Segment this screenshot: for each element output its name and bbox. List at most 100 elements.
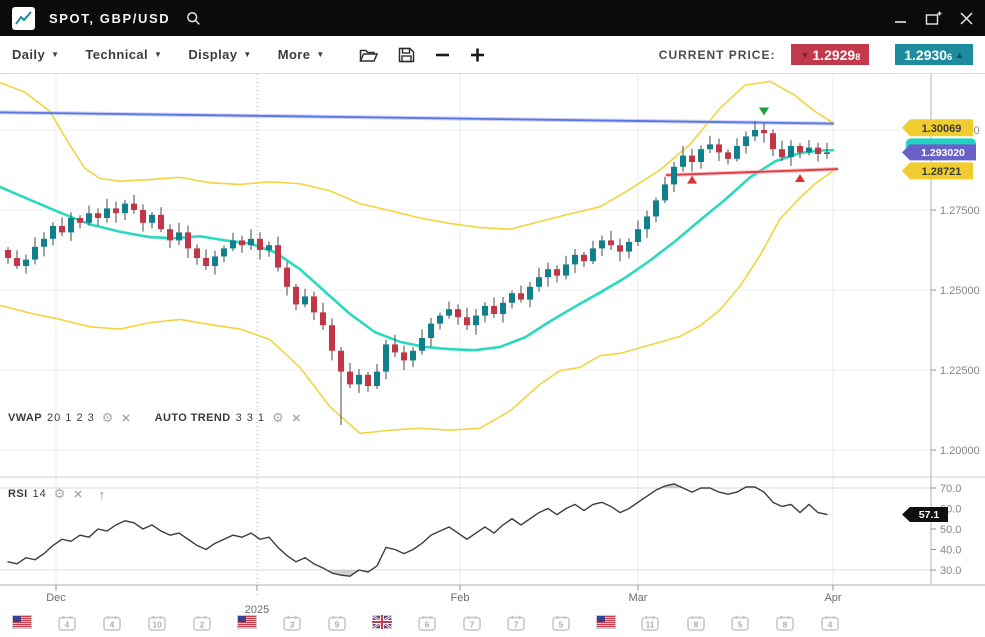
candle-body [752,130,758,137]
calendar-event-icon[interactable]: 4 [57,615,77,636]
chevron-down-icon: ▼ [316,50,325,59]
candle-body [572,254,578,265]
candle-body [545,269,551,278]
rsi-value-tag [902,506,948,522]
menu-timeframe[interactable]: Daily ▼ [12,47,60,62]
save-icon[interactable] [398,47,415,63]
candle-body [473,315,479,326]
candle-body [770,133,776,150]
calendar-event-icon[interactable]: 8 [686,615,706,636]
candle-body [500,302,506,314]
uk-flag-icon[interactable] [372,614,392,634]
sell-signal-marker [759,107,769,116]
calendar-event-icon[interactable]: 6 [417,615,437,636]
axis-tick-label: 1.25000 [940,285,980,297]
candle-body [185,232,191,249]
arrow-up-icon: ▲ [955,49,964,60]
economic-events-row: 4 4 10 2 3 9 6 7 7 5 11 8 5 8 4 [0,614,985,636]
axis-tick-label: 30.0 [940,565,961,577]
gear-icon[interactable]: ⚙ [101,410,114,425]
candle-body [788,146,794,158]
candle-body [176,232,182,241]
candle-body [401,352,407,361]
menu-technical[interactable]: Technical ▼ [85,47,163,62]
calendar-event-icon[interactable]: 7 [506,615,526,636]
popout-window-button[interactable] [925,11,942,26]
calendar-event-icon[interactable]: 4 [102,615,122,636]
close-button[interactable] [960,11,973,25]
window-title: SPOT, GBP/USD [49,10,171,26]
menu-more[interactable]: More ▼ [277,47,325,62]
candle-body [419,338,425,351]
svg-text:2: 2 [200,619,205,629]
remove-indicator-icon[interactable]: ✕ [121,412,131,425]
rsi-line [7,483,828,577]
remove-indicator-icon[interactable]: ✕ [291,412,301,425]
bollinger-upper-band-line [0,80,834,230]
upper-trend-price-tag [902,119,973,137]
us-flag-icon[interactable] [596,615,616,634]
axis-tick-label: 1.27500 [940,205,980,217]
candle-body [356,374,362,385]
ask-price-subdigit: 6 [947,52,953,62]
zoom-out-icon[interactable] [435,48,450,62]
candle-body [518,293,524,300]
candle-body [212,256,218,266]
candle-body [653,200,659,217]
lower-trend-price-tag-text: 1.28721 [922,166,962,178]
axis-tick-label: 70.0 [940,483,961,495]
minimize-button[interactable] [894,12,907,24]
svg-text:11: 11 [646,619,655,629]
gear-icon[interactable]: ⚙ [53,486,66,501]
candle-body [302,296,308,305]
x-axis-label: 2025 [245,604,269,616]
gear-icon[interactable]: ⚙ [272,410,284,425]
calendar-event-icon[interactable]: 5 [551,615,571,636]
candle-body [455,309,461,318]
candle-body [779,149,785,158]
calendar-event-icon[interactable]: 9 [327,615,347,636]
vwap-label: VWAP [8,412,42,424]
candle-body [50,226,56,239]
x-axis-label: Feb [451,592,470,604]
rsi-extreme-shading [660,483,683,488]
calendar-event-icon[interactable]: 11 [640,615,660,636]
zoom-in-icon[interactable] [470,48,485,62]
candle-body [626,242,632,252]
price-chart-canvas[interactable]: 1.300001.275001.250001.225001.2000070.06… [0,74,985,637]
calendar-event-icon[interactable]: 7 [462,615,482,636]
svg-text:8: 8 [694,619,699,629]
move-pane-up-icon[interactable]: ↑ [98,486,106,502]
candle-body [140,210,146,223]
candle-body [599,240,605,249]
bid-price-badge: ▼ 1.2929 8 [791,44,870,65]
candle-body [32,246,38,260]
menu-display[interactable]: Display ▼ [188,47,252,62]
candle-body [311,296,317,313]
auto-trend-params: 3 3 1 [235,412,266,424]
candle-body [104,208,110,218]
search-icon[interactable] [186,11,201,26]
chevron-down-icon: ▼ [154,50,163,59]
x-axis-label: Dec [46,592,66,604]
candle-body [41,238,47,247]
us-flag-icon[interactable] [12,615,32,634]
chart-toolbar: Daily ▼ Technical ▼ Display ▼ More ▼ CURRENT… [0,36,985,74]
calendar-event-icon[interactable]: 8 [775,615,795,636]
calendar-event-icon[interactable]: 4 [820,615,840,636]
calendar-event-icon[interactable]: 5 [730,615,750,636]
candle-body [275,245,281,268]
svg-text:9: 9 [335,619,340,629]
calendar-event-icon[interactable]: 10 [147,615,167,636]
remove-indicator-icon[interactable]: ✕ [73,488,83,501]
open-folder-icon[interactable] [359,47,378,63]
us-flag-icon[interactable] [237,615,257,634]
candle-body [77,218,83,223]
candle-body [464,317,470,326]
axis-tick-label: 50.0 [940,524,961,536]
calendar-event-icon[interactable]: 3 [282,615,302,636]
svg-text:3: 3 [290,619,295,629]
candle-body [374,371,380,386]
calendar-event-icon[interactable]: 2 [192,615,212,636]
auto-trend-label: AUTO TREND [154,412,231,424]
